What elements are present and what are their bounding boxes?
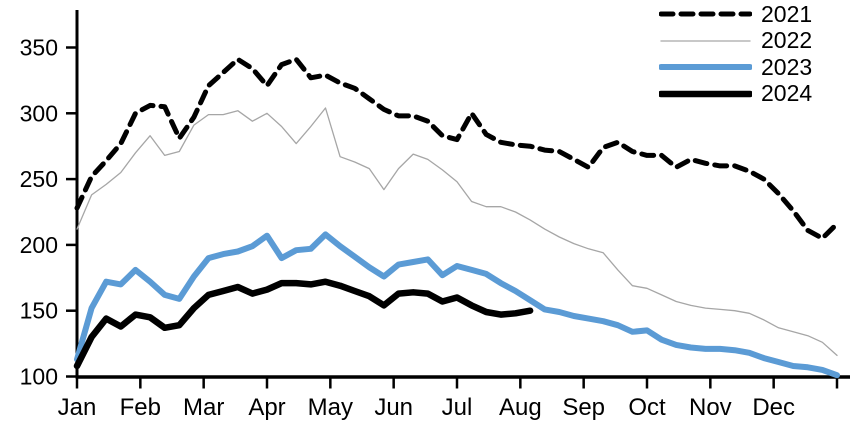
legend-line-sample-2021 (659, 11, 752, 17)
x-tick-label: Nov (689, 394, 732, 421)
legend-label-2022: 2022 (761, 27, 813, 54)
x-tick-label: Feb (120, 394, 161, 421)
x-tick-label: May (308, 394, 353, 421)
x-tick-label: Sep (562, 394, 605, 421)
legend-line-sample-2022 (660, 40, 751, 42)
y-tick-label: 300 (20, 100, 58, 126)
y-tick-label: 200 (20, 232, 58, 258)
y-tick-label: 350 (20, 35, 58, 61)
series-line-2021 (74, 56, 840, 241)
chart-legend: 2021 2022 2023 2024 (659, 1, 813, 108)
x-tick-label: Oct (628, 394, 666, 421)
x-tick-label: Aug (499, 394, 542, 421)
y-tick-label: 150 (20, 298, 58, 324)
x-tick-label: Dec (752, 394, 795, 421)
legend-item-2024: 2024 (659, 81, 812, 108)
series-line-2022 (76, 107, 838, 357)
legend-item-2022: 2022 (659, 28, 812, 55)
y-tick-label: 100 (20, 364, 58, 390)
series-line-2023 (74, 231, 840, 379)
legend-line-sample-2023 (659, 64, 752, 71)
x-tick-label: Jan (58, 394, 97, 421)
legend-label-2021: 2021 (761, 0, 813, 27)
x-tick-label: Mar (183, 394, 224, 421)
series-line-2024 (73, 278, 534, 370)
x-tick-label: Jun (374, 394, 413, 421)
x-tick-label: Jul (442, 394, 473, 421)
y-tick-label: 250 (20, 166, 58, 192)
legend-label-2024: 2024 (761, 80, 813, 107)
x-tick-label: Apr (248, 394, 285, 421)
legend-item-2023: 2023 (659, 54, 812, 81)
legend-item-2021: 2021 (659, 1, 812, 28)
legend-label-2023: 2023 (761, 53, 813, 80)
legend-line-sample-2024 (659, 90, 752, 97)
